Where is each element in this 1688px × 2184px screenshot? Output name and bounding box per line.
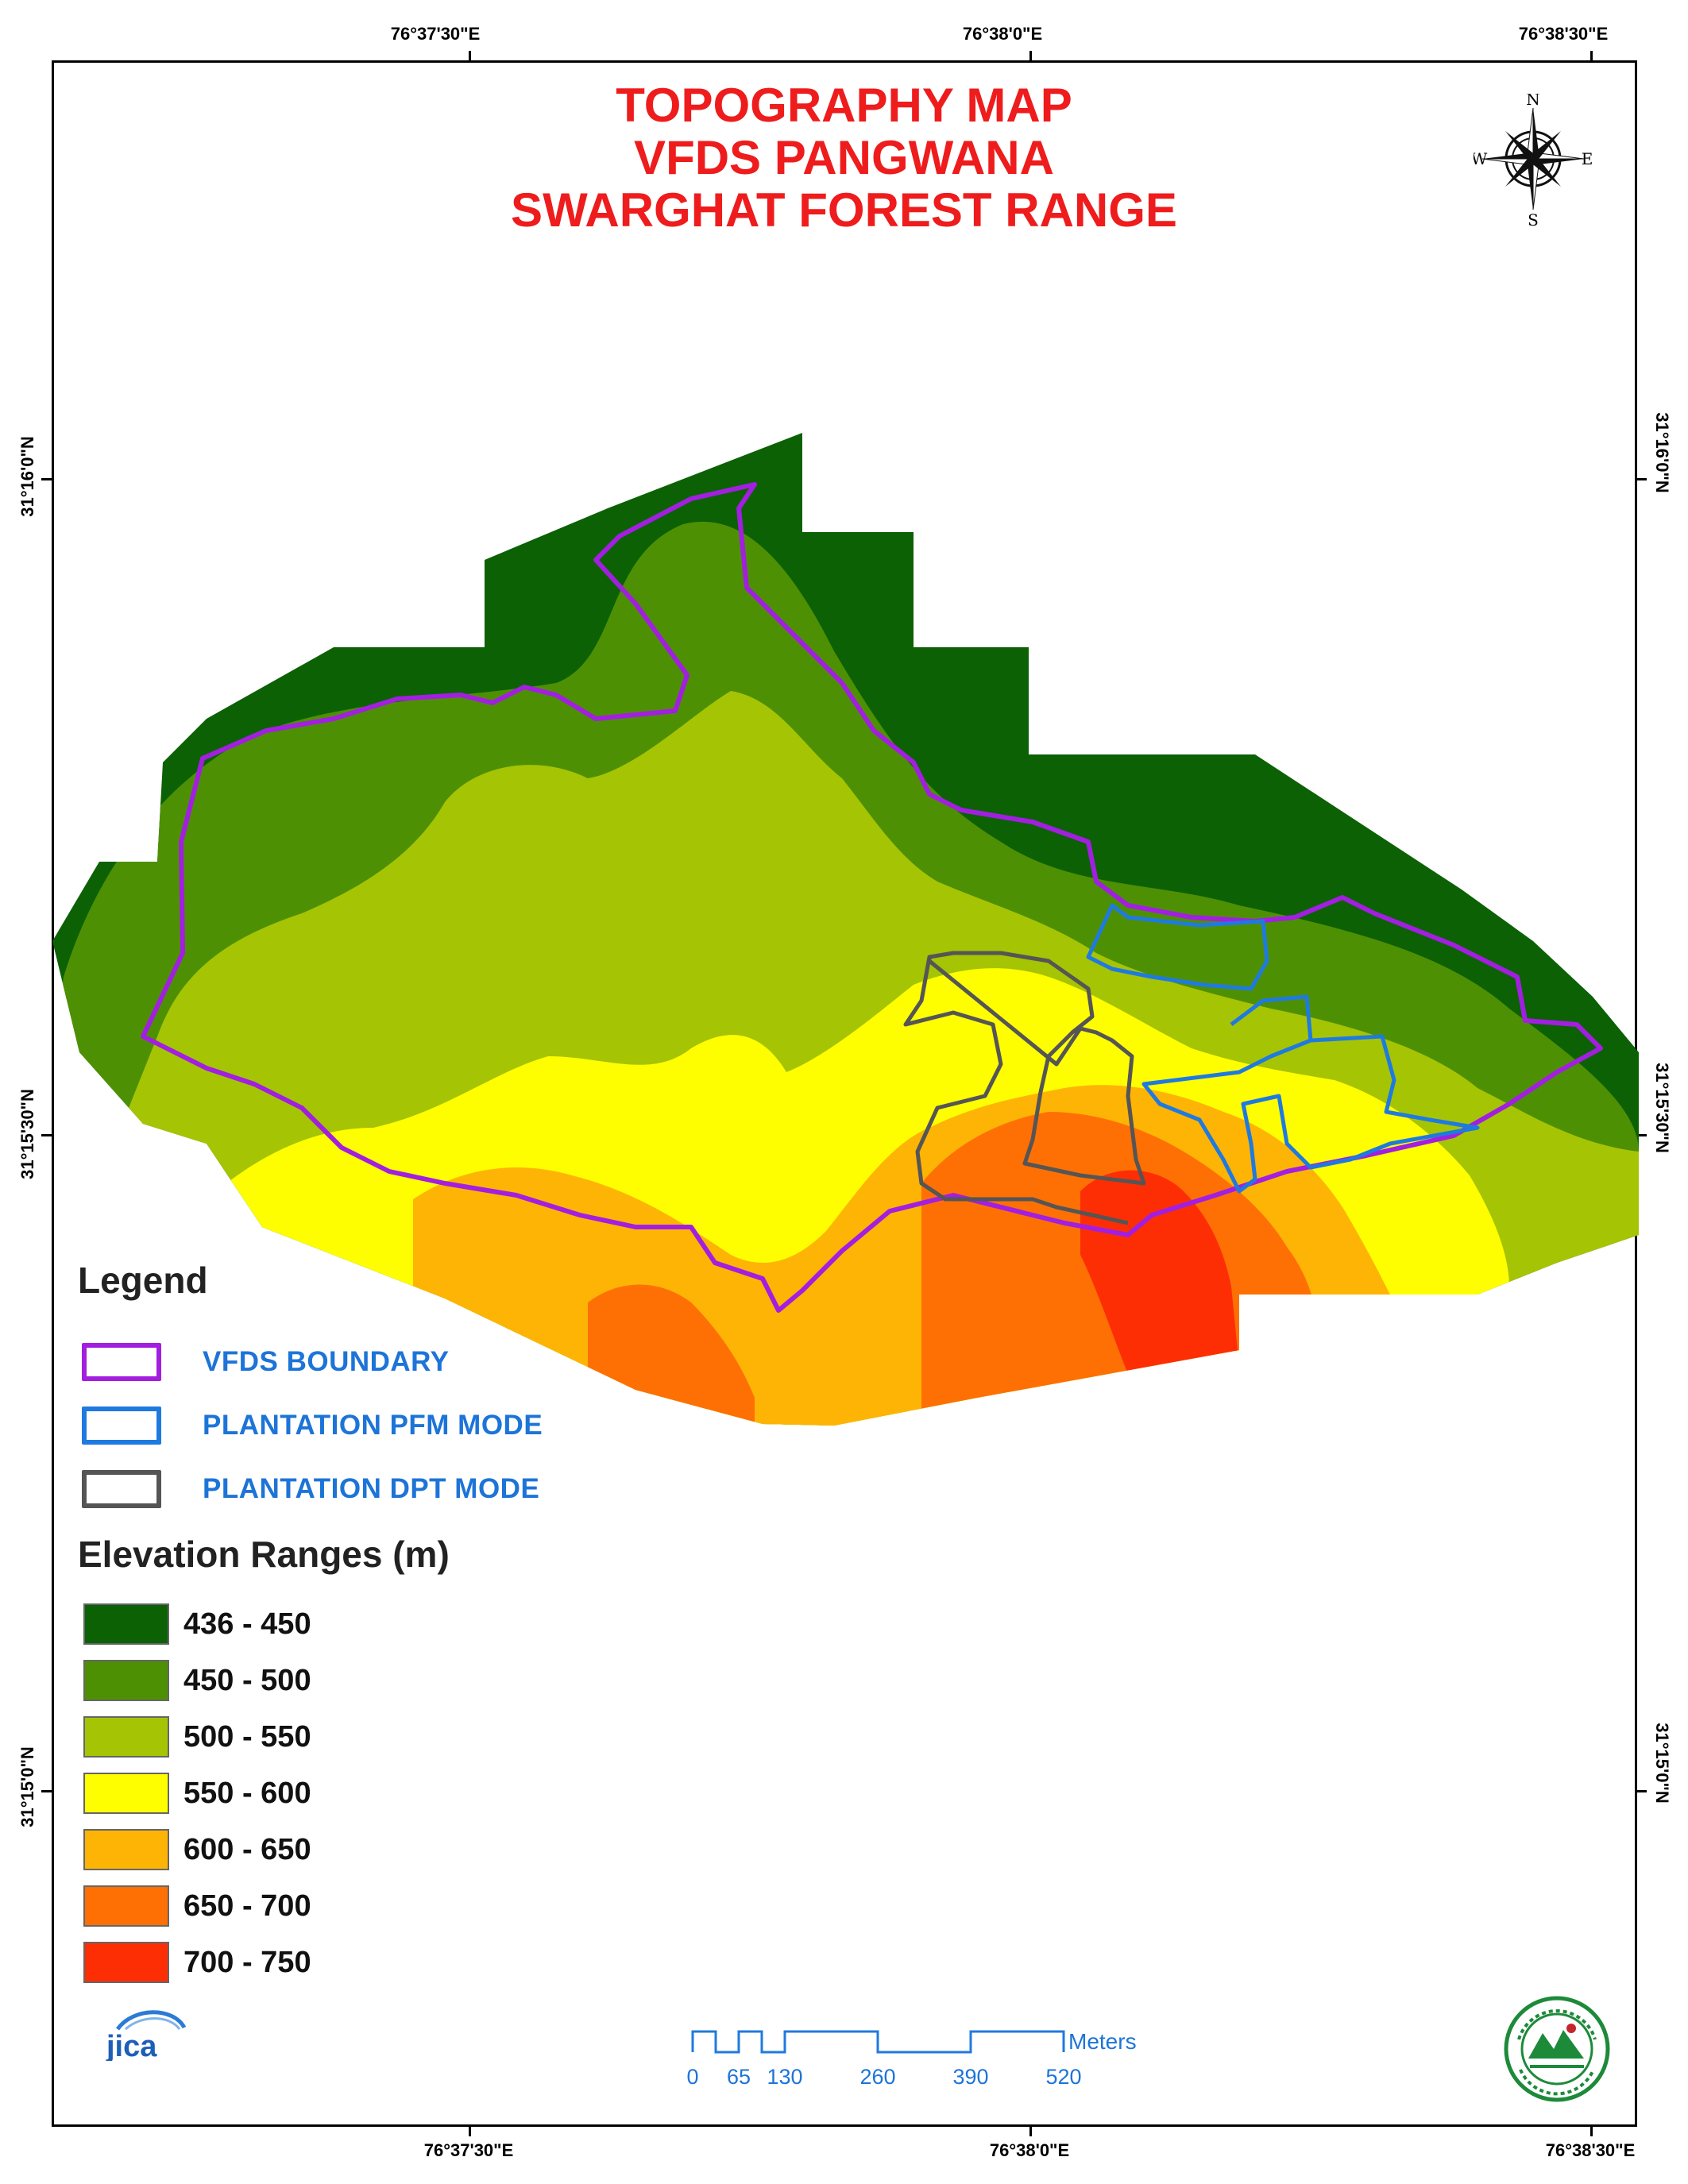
tick-left-3 [41, 1790, 52, 1792]
legend-item-vfds-boundary: VFDS BOUNDARY [82, 1342, 450, 1382]
coord-bottom-1: 76°37'30"E [423, 2140, 514, 2160]
map-title: TOPOGRAPHY MAP VFDS PANGWANA SWARGHAT FO… [0, 79, 1688, 237]
elevation-item: 500 - 550 [83, 1715, 311, 1759]
compass-rose-icon: N S E W [1474, 94, 1593, 229]
elevation-item: 600 - 650 [83, 1827, 311, 1872]
title-line-2: VFDS PANGWANA [634, 131, 1054, 184]
legend-label-plantation-pfm: PLANTATION PFM MODE [203, 1410, 543, 1441]
scale-label: 390 [952, 2065, 989, 2089]
map-frame [52, 60, 1637, 2127]
elevation-swatch [83, 1942, 169, 1983]
tick-top-1 [469, 51, 471, 62]
elevation-item: 650 - 700 [83, 1884, 311, 1928]
tick-right-2 [1636, 1134, 1647, 1136]
legend-item-plantation-dpt: PLANTATION DPT MODE [82, 1469, 539, 1509]
elevation-swatch [83, 1829, 169, 1870]
title-line-3: SWARGHAT FOREST RANGE [511, 183, 1177, 237]
legend-item-plantation-pfm: PLANTATION PFM MODE [82, 1406, 543, 1445]
coord-top-3: 76°38'30"E [1518, 24, 1609, 44]
scale-label: 130 [767, 2065, 803, 2089]
elevation-item: 700 - 750 [83, 1940, 311, 1985]
jica-logo: jica [106, 2010, 187, 2061]
elevation-label: 650 - 700 [183, 1889, 311, 1923]
compass-w: W [1474, 149, 1488, 168]
tick-top-3 [1590, 51, 1593, 62]
elevation-swatch [83, 1885, 169, 1927]
coord-right-1: 31°16'0"N [1652, 412, 1672, 493]
elevation-label: 500 - 550 [183, 1719, 311, 1754]
elevation-swatch [83, 1773, 169, 1814]
elevation-label: 550 - 600 [183, 1776, 311, 1810]
coord-left-2: 31°15'30"N [17, 1089, 37, 1179]
elevation-label: 436 - 450 [183, 1607, 311, 1641]
coord-left-3: 31°15'0"N [17, 1746, 37, 1827]
svg-text:jica: jica [106, 2030, 157, 2061]
elevation-item: 436 - 450 [83, 1602, 311, 1646]
title-line-1: TOPOGRAPHY MAP [616, 79, 1072, 132]
coord-top-1: 76°37'30"E [390, 24, 481, 44]
legend-label-vfds-boundary: VFDS BOUNDARY [203, 1346, 450, 1377]
legend-title: Legend [78, 1260, 208, 1301]
scale-label: 0 [686, 2065, 699, 2089]
legend-label-plantation-dpt: PLANTATION DPT MODE [203, 1473, 540, 1504]
tick-right-1 [1636, 478, 1647, 480]
compass-s: S [1528, 210, 1539, 229]
scale-label: 65 [726, 2065, 751, 2089]
elevation-swatch [83, 1660, 169, 1701]
tick-right-3 [1636, 1790, 1647, 1792]
elevation-title: Elevation Ranges (m) [78, 1534, 450, 1575]
elevation-label: 700 - 750 [183, 1945, 311, 1979]
legend-swatch-plantation-pfm [82, 1406, 161, 1445]
coord-right-3: 31°15'0"N [1652, 1723, 1672, 1804]
compass-e: E [1582, 149, 1593, 168]
coord-right-2: 31°15'30"N [1652, 1063, 1672, 1153]
tick-left-1 [41, 478, 52, 480]
elevation-item: 450 - 500 [83, 1658, 311, 1703]
compass-n: N [1526, 94, 1540, 109]
scale-bar [691, 2030, 1065, 2054]
coord-bottom-3: 76°38'30"E [1545, 2140, 1636, 2160]
tick-bottom-3 [1590, 2125, 1593, 2136]
scale-bar-line [691, 2030, 1065, 2054]
coord-bottom-2: 76°38'0"E [989, 2140, 1070, 2160]
elevation-label: 450 - 500 [183, 1663, 311, 1697]
tick-top-2 [1029, 51, 1032, 62]
tick-bottom-2 [1029, 2125, 1032, 2136]
tick-left-2 [41, 1134, 52, 1136]
coord-left-1: 31°16'0"N [17, 436, 37, 517]
scale-label: 260 [859, 2065, 896, 2089]
elevation-swatch [83, 1603, 169, 1645]
scale-units: Meters [1068, 2029, 1137, 2054]
forest-department-seal-icon [1504, 1996, 1610, 2102]
elevation-swatch [83, 1716, 169, 1758]
elevation-label: 600 - 650 [183, 1832, 311, 1866]
elevation-item: 550 - 600 [83, 1771, 311, 1815]
legend-swatch-plantation-dpt [82, 1470, 161, 1508]
tick-bottom-1 [469, 2125, 471, 2136]
scale-label: 520 [1045, 2065, 1082, 2089]
legend-swatch-vfds-boundary [82, 1343, 161, 1381]
coord-top-2: 76°38'0"E [962, 24, 1043, 44]
